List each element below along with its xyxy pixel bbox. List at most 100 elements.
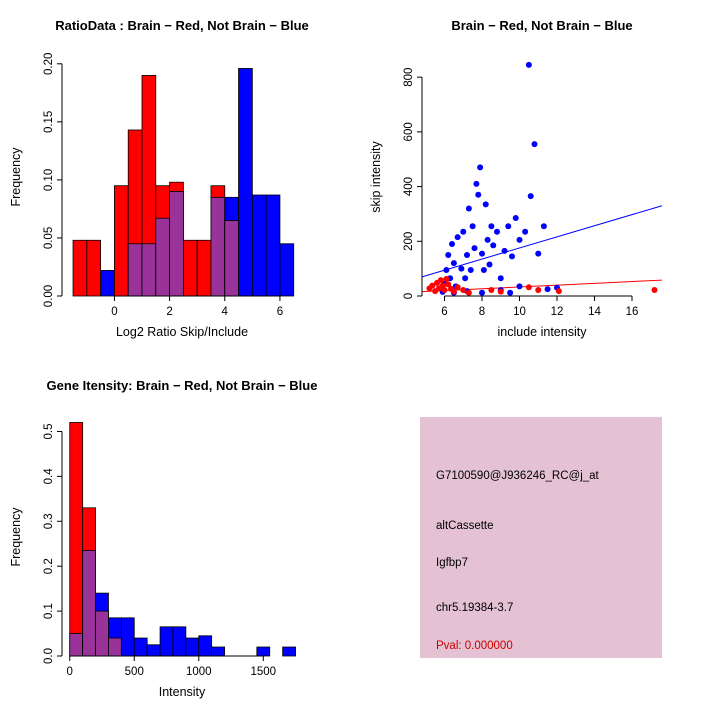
y-tick-label: 0.00 xyxy=(43,285,55,307)
scatter-point-blue xyxy=(471,245,478,252)
y-tick-label: 0.4 xyxy=(43,468,55,485)
hist-bar-overlap xyxy=(141,243,157,297)
y-tick-label: 0.10 xyxy=(43,169,55,191)
scatter-point-blue xyxy=(458,265,465,272)
panel-ratio-histogram: RatioData : Brain − Red, Not Brain − Blu… xyxy=(0,0,360,360)
y-tick-label: 0.0 xyxy=(43,648,55,664)
scatter-point-blue xyxy=(465,205,472,212)
hist-bar-overlap xyxy=(95,610,109,657)
x-axis-title: Log2 Ratio Skip/Include xyxy=(116,325,248,339)
scatter-point-blue xyxy=(475,191,482,198)
y-tick-label: 0.20 xyxy=(43,53,55,75)
scatter-point-blue xyxy=(535,250,542,257)
scatter-point-blue xyxy=(479,289,485,296)
y-tick-label: 0.1 xyxy=(43,603,55,619)
scatter-point-blue xyxy=(480,267,487,274)
scatter-point-blue xyxy=(450,260,457,267)
hist-bar xyxy=(185,637,200,657)
scatter-point-blue xyxy=(527,193,534,200)
info-line: Igfbp7 xyxy=(436,557,468,569)
hist-bar xyxy=(196,239,212,297)
y-tick-label: 800 xyxy=(403,68,415,87)
scatter-point-blue xyxy=(512,215,519,222)
scatter-point-red xyxy=(488,286,495,293)
hist-bar-overlap xyxy=(155,217,170,297)
scatter-point-blue xyxy=(531,141,538,148)
hist-bar xyxy=(211,646,225,657)
info-line: altCassette xyxy=(436,520,494,532)
hist-bar xyxy=(265,194,281,297)
scatter-point-blue xyxy=(525,61,532,68)
scatter-point-red xyxy=(450,288,457,295)
x-tick-label: 500 xyxy=(125,666,144,678)
hist-bar-overlap xyxy=(210,196,226,297)
hist-bar xyxy=(279,243,295,297)
panel-gene-histogram: Gene Itensity: Brain − Red, Not Brain − … xyxy=(0,360,360,720)
ratio-histogram-title: RatioData : Brain − Red, Not Brain − Blu… xyxy=(55,18,309,33)
blue-fit-line xyxy=(421,205,663,278)
hist-bar xyxy=(69,422,84,657)
hist-bar xyxy=(256,646,271,657)
scatter-point-blue xyxy=(490,242,497,249)
scatter-point-red xyxy=(460,286,467,293)
hist-bar-overlap xyxy=(127,243,143,297)
scatter-point-red xyxy=(525,284,532,291)
x-tick-label: 12 xyxy=(551,306,564,318)
hist-bar-overlap xyxy=(224,220,239,297)
x-tick-label: 0 xyxy=(67,666,73,678)
scatter-point-blue xyxy=(540,223,547,230)
x-tick-label: 14 xyxy=(588,306,601,318)
hist-bar xyxy=(114,185,129,297)
info-line-pval: Pval: 0.000000 xyxy=(436,640,513,652)
hist-bar xyxy=(282,646,296,657)
scatter-point-red xyxy=(497,288,504,295)
hist-bar xyxy=(238,68,253,297)
y-tick-label: 0.3 xyxy=(43,513,55,529)
hist-bar-overlap xyxy=(169,191,184,297)
scatter-point-blue xyxy=(449,241,455,248)
info-line: chr5.19384-3.7 xyxy=(436,602,514,614)
scatter-point-blue xyxy=(464,251,470,258)
scatter-point-blue xyxy=(445,251,452,258)
scatter-point-red xyxy=(555,288,562,295)
scatter-point-blue xyxy=(516,236,523,243)
gene-histogram-plot: 0 500 1000 1500 0.0 0.1 0.2 0.3 0.4 0.5 Intensity F… xyxy=(9,422,296,699)
hist-bar-overlap xyxy=(82,550,96,657)
y-tick-label: 400 xyxy=(403,177,415,196)
y-tick-label: 0.2 xyxy=(43,558,55,574)
scatter-point-blue xyxy=(494,228,500,235)
scatter-point-blue xyxy=(488,223,495,230)
intensity-scatter-plot: 6 8 10 12 14 16 0 200 400 600 800 include intensity… xyxy=(369,61,663,339)
scatter-point-red xyxy=(454,284,461,291)
hist-bar xyxy=(172,626,187,657)
scatter-point-blue xyxy=(507,289,514,296)
x-tick-label: 4 xyxy=(222,306,229,318)
scatter-point-red xyxy=(445,281,452,288)
scatter-point-blue xyxy=(469,223,476,230)
x-tick-label: 6 xyxy=(441,306,447,318)
y-tick-label: 200 xyxy=(403,232,415,251)
hist-bar xyxy=(120,617,135,657)
x-tick-label: 0 xyxy=(111,306,117,318)
ratio-histogram-plot: 0 2 4 6 0.00 0.05 0.10 0.15 0.20 Log2 Ratio Skip/… xyxy=(9,53,295,339)
scatter-point-red xyxy=(443,276,450,283)
y-tick-label: 0.15 xyxy=(43,111,55,133)
hist-bar xyxy=(146,644,161,657)
gene-info-box: G7100590@J936246_RC@j_at altCassette Igfbp… xyxy=(420,417,662,658)
scatter-point-blue xyxy=(501,247,508,254)
x-tick-label: 1500 xyxy=(250,666,276,678)
hist-bar xyxy=(100,270,115,297)
x-tick-label: 16 xyxy=(626,306,639,318)
scatter-point-red xyxy=(441,286,448,293)
y-tick-label: 0.5 xyxy=(43,423,55,439)
hist-bar xyxy=(86,239,102,297)
y-tick-label: 0.05 xyxy=(43,227,55,249)
scatter-point-blue xyxy=(522,228,529,235)
y-tick-label: 600 xyxy=(403,122,415,141)
hist-bar-overlap xyxy=(69,633,84,657)
intensity-scatter-title: Brain − Red, Not Brain − Blue xyxy=(451,18,633,33)
y-tick-label: 0 xyxy=(403,293,415,299)
hist-bar xyxy=(251,194,267,297)
x-tick-label: 8 xyxy=(479,306,485,318)
